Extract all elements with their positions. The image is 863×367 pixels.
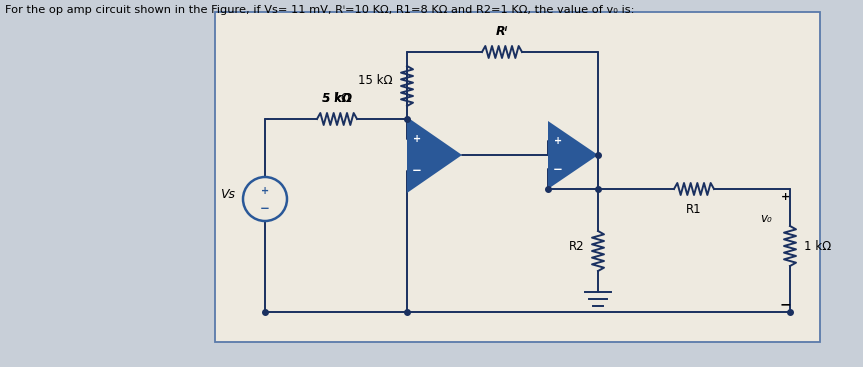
Polygon shape (548, 121, 598, 189)
Text: 5 kΩ: 5 kΩ (324, 92, 350, 105)
Text: Rⁱ: Rⁱ (496, 25, 508, 38)
Polygon shape (407, 117, 462, 193)
Text: v₀: v₀ (760, 211, 772, 225)
Text: −: − (412, 164, 422, 178)
Text: 5 kΩ: 5 kΩ (322, 92, 352, 105)
Text: 1 kΩ: 1 kΩ (804, 240, 831, 252)
Text: +: + (413, 134, 421, 144)
Text: R2: R2 (569, 240, 584, 252)
Text: +: + (554, 136, 562, 146)
Text: −: − (553, 163, 563, 176)
Text: +: + (261, 186, 269, 196)
Text: For the op amp circuit shown in the Figure, if Vs= 11 mV, Rⁱ=10 KΩ, R1=8 KΩ and : For the op amp circuit shown in the Figu… (5, 5, 634, 15)
Text: Vs: Vs (220, 188, 235, 200)
Text: −: − (779, 297, 791, 311)
Text: +: + (780, 192, 790, 202)
Text: −: − (260, 202, 270, 215)
Text: 15 kΩ: 15 kΩ (358, 75, 393, 87)
FancyBboxPatch shape (215, 12, 820, 342)
Text: R1: R1 (686, 203, 702, 216)
